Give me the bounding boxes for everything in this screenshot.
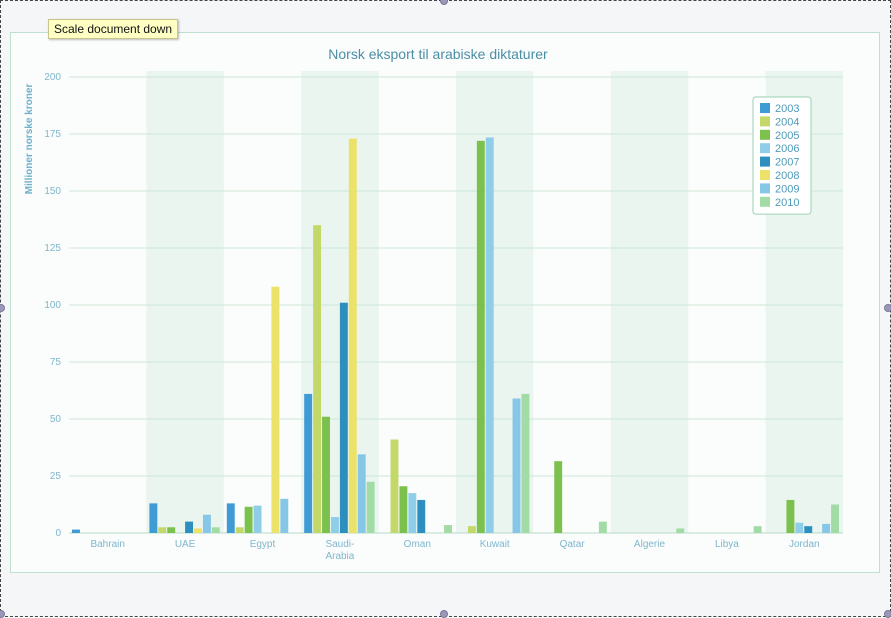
bar	[676, 528, 685, 533]
x-tick-label: Qatar	[560, 539, 586, 550]
bar	[202, 514, 211, 533]
legend-swatch	[760, 116, 770, 127]
bar	[512, 398, 521, 533]
legend-label: 2004	[775, 116, 799, 128]
bar	[158, 527, 167, 533]
bar	[390, 439, 399, 533]
x-tick-label: Bahrain	[90, 539, 124, 550]
y-tick-label: 100	[44, 300, 61, 311]
legend-swatch	[760, 170, 770, 180]
bar	[804, 526, 813, 533]
bar	[271, 286, 280, 533]
bar	[467, 526, 476, 533]
x-tick-label: Arabia	[325, 551, 354, 562]
x-tick-label: Libya	[715, 539, 739, 550]
bar	[366, 481, 375, 533]
bar	[235, 527, 244, 533]
bar	[330, 517, 339, 533]
bar	[753, 526, 762, 533]
bar	[194, 528, 202, 533]
chart-title: Norsk eksport til arabiske diktaturer	[328, 46, 548, 62]
bar	[822, 523, 831, 533]
y-tick-label: 25	[50, 471, 62, 482]
y-axis-label: Millioner norske kroner	[24, 84, 35, 195]
bar	[348, 138, 357, 533]
legend-swatch	[760, 129, 770, 140]
bar	[149, 503, 158, 533]
bar	[786, 499, 795, 533]
bar	[795, 522, 804, 533]
x-tick-label: Oman	[404, 539, 431, 550]
y-tick-label: 125	[44, 243, 61, 254]
legend-label: 2007	[775, 157, 799, 169]
resize-handle-right[interactable]	[884, 304, 891, 312]
bar	[521, 393, 530, 533]
legend-swatch	[760, 156, 770, 167]
bar	[304, 393, 313, 533]
bar	[417, 499, 426, 533]
bar	[357, 454, 366, 533]
bar	[313, 225, 322, 533]
legend-swatch	[760, 143, 770, 154]
bar	[322, 416, 330, 533]
y-tick-label: 200	[44, 72, 61, 83]
bar	[399, 486, 408, 533]
x-tick-label: UAE	[175, 539, 196, 550]
legend-label: 2009	[775, 183, 799, 195]
bar	[831, 504, 839, 533]
bar	[339, 302, 348, 533]
bar	[72, 529, 80, 533]
x-tick-label: Jordan	[789, 539, 820, 550]
bar	[444, 525, 452, 533]
y-tick-label: 150	[44, 186, 61, 197]
bar	[408, 493, 417, 533]
legend-swatch	[760, 196, 770, 207]
bar	[211, 527, 220, 533]
bar	[485, 137, 494, 534]
x-tick-label: Algerie	[634, 539, 666, 550]
bar	[253, 505, 262, 533]
bar	[185, 521, 194, 533]
category-band	[146, 71, 224, 533]
bar	[167, 527, 176, 533]
category-band	[610, 71, 689, 533]
legend-label: 2003	[775, 103, 799, 115]
bar	[598, 521, 607, 533]
resize-handle-top[interactable]	[440, 0, 448, 5]
legend-swatch	[760, 183, 770, 194]
category-band	[456, 71, 534, 533]
legend-swatch	[760, 103, 770, 113]
bar	[280, 498, 289, 533]
y-tick-label: 175	[44, 129, 61, 140]
legend-label: 2010	[775, 197, 799, 209]
x-tick-label: Kuwait	[480, 539, 510, 550]
x-tick-label: Egypt	[250, 539, 276, 550]
y-tick-label: 0	[55, 528, 61, 539]
tooltip: Scale document down	[48, 19, 179, 39]
legend-label: 2005	[775, 130, 799, 142]
bar	[476, 140, 485, 533]
bar	[226, 503, 235, 533]
bar	[244, 506, 253, 533]
legend-label: 2008	[775, 170, 799, 182]
y-tick-label: 50	[50, 414, 62, 425]
y-tick-label: 75	[50, 357, 62, 368]
resize-handle-left[interactable]	[0, 304, 5, 312]
legend-label: 2006	[775, 143, 799, 155]
bar	[554, 461, 563, 533]
x-tick-label: Saudi-	[325, 539, 354, 550]
